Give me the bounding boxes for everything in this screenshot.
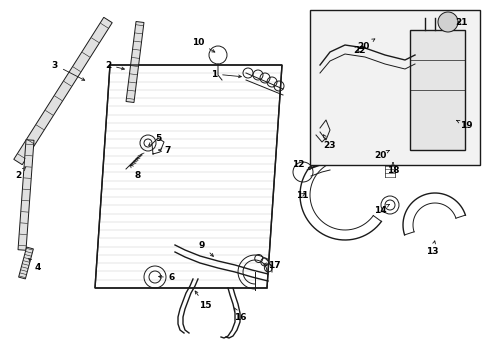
Text: 16: 16: [233, 308, 246, 323]
Text: 20: 20: [356, 39, 374, 50]
Text: 1: 1: [210, 69, 241, 78]
Text: 12: 12: [291, 159, 309, 170]
Text: 9: 9: [199, 240, 213, 256]
Text: 5: 5: [148, 134, 161, 145]
Text: 11: 11: [295, 190, 307, 199]
Polygon shape: [126, 22, 143, 103]
Bar: [409, 30, 464, 150]
Bar: [309, 10, 479, 165]
Text: 7: 7: [159, 145, 171, 154]
Text: 2: 2: [15, 167, 26, 180]
Text: 18: 18: [386, 163, 398, 175]
Text: 17: 17: [264, 261, 280, 270]
Text: 6: 6: [158, 274, 175, 283]
Text: 2: 2: [104, 60, 124, 70]
Text: 22: 22: [353, 45, 366, 54]
Text: 21: 21: [455, 18, 468, 27]
Text: 3: 3: [52, 60, 84, 80]
Text: 15: 15: [195, 291, 211, 310]
Text: 10: 10: [191, 37, 214, 52]
Text: 4: 4: [29, 258, 41, 271]
Polygon shape: [19, 247, 33, 279]
Polygon shape: [14, 17, 112, 165]
Text: 13: 13: [425, 241, 437, 256]
Polygon shape: [18, 140, 34, 250]
Text: 14: 14: [373, 204, 388, 215]
Text: 19: 19: [456, 120, 471, 130]
Text: 8: 8: [130, 165, 141, 180]
Text: 23: 23: [323, 135, 336, 149]
Text: 20: 20: [373, 150, 388, 159]
Circle shape: [437, 12, 457, 32]
